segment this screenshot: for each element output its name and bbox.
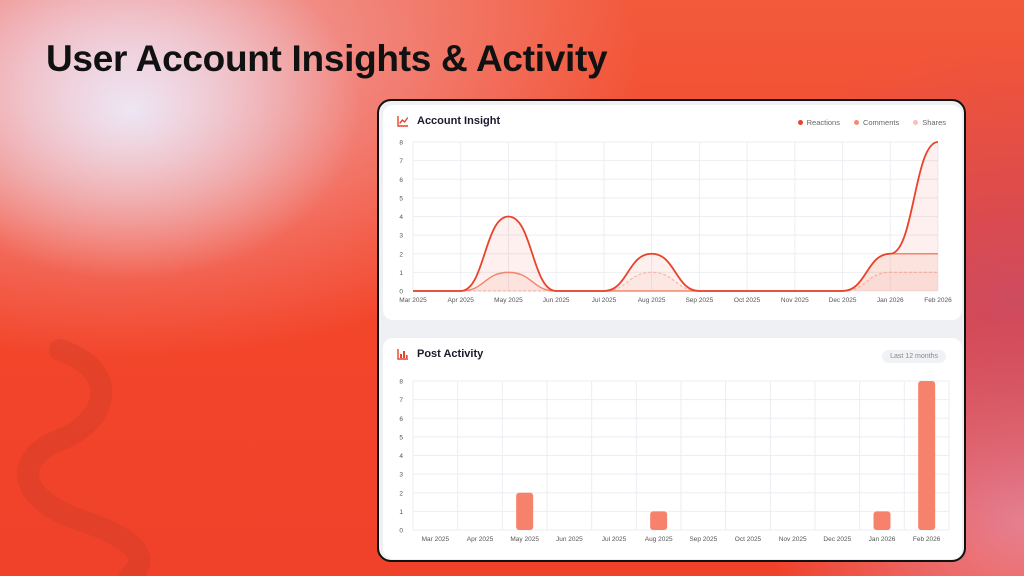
insight-xtick-apr-2025: Apr 2025 bbox=[448, 297, 475, 304]
insight-xtick-dec-2025: Dec 2025 bbox=[829, 297, 857, 304]
dashboard-panel: Account Insight Reactions Comments Share… bbox=[377, 99, 966, 562]
series-line-reactions[interactable] bbox=[413, 141, 939, 292]
insight-xtick-sep-2025: Sep 2025 bbox=[685, 297, 713, 304]
activity-xtick-mar-2025: Mar 2025 bbox=[422, 536, 450, 543]
bar-jan-2026[interactable] bbox=[873, 511, 891, 530]
legend-label-comments: Comments bbox=[862, 118, 900, 127]
activity-xtick-jan-2026: Jan 2026 bbox=[869, 536, 896, 543]
account-insight-card: Account Insight Reactions Comments Share… bbox=[383, 105, 962, 320]
activity-ytick-label: 8 bbox=[399, 379, 403, 386]
series-area-reactions bbox=[413, 142, 938, 291]
insight-xtick-jun-2025: Jun 2025 bbox=[543, 297, 570, 304]
activity-xtick-jun-2025: Jun 2025 bbox=[556, 536, 583, 543]
insight-xtick-jul-2025: Jul 2025 bbox=[592, 297, 617, 304]
activity-ytick-label: 7 bbox=[399, 397, 403, 404]
post-activity-header: Post Activity bbox=[397, 348, 483, 360]
legend-label-reactions: Reactions bbox=[806, 118, 840, 127]
insight-xtick-feb-2026: Feb 2026 bbox=[924, 297, 952, 304]
activity-xtick-jul-2025: Jul 2025 bbox=[602, 536, 627, 543]
insight-xtick-nov-2025: Nov 2025 bbox=[781, 297, 809, 304]
insight-ytick-label: 4 bbox=[399, 214, 403, 221]
activity-xtick-aug-2025: Aug 2025 bbox=[645, 536, 673, 543]
activity-xtick-dec-2025: Dec 2025 bbox=[823, 536, 851, 543]
insight-xtick-mar-2025: Mar 2025 bbox=[399, 297, 427, 304]
account-insight-chart[interactable]: 0 1 2 3 4 5 6 7 8 Mar 2025 Apr 2025 May 2025 Jun 202… bbox=[383, 105, 962, 320]
activity-xtick-apr-2025: Apr 2025 bbox=[467, 536, 494, 543]
period-badge[interactable]: Last 12 months bbox=[882, 350, 946, 363]
legend-item-shares[interactable]: Shares bbox=[913, 118, 946, 127]
activity-ytick-label: 3 bbox=[399, 472, 403, 479]
insight-ytick-label: 6 bbox=[399, 177, 403, 184]
activity-ytick-label: 2 bbox=[399, 490, 403, 497]
series-area-shares bbox=[413, 272, 938, 291]
activity-ytick-label: 1 bbox=[399, 509, 403, 516]
insight-legend: Reactions Comments Shares bbox=[797, 118, 946, 127]
activity-xtick-oct-2025: Oct 2025 bbox=[735, 536, 762, 543]
insight-ytick-label: 1 bbox=[399, 270, 403, 277]
legend-dot-shares bbox=[913, 120, 919, 125]
post-activity-card: Post Activity Last 12 months 0 1 2 3 4 5 6 7 8 Ma… bbox=[383, 338, 962, 559]
insight-ytick-label: 2 bbox=[399, 251, 403, 258]
insight-ytick-label: 5 bbox=[399, 195, 403, 202]
insight-xtick-aug-2025: Aug 2025 bbox=[638, 297, 666, 304]
bar-may-2025[interactable] bbox=[516, 492, 534, 530]
activity-xtick-feb-2026: Feb 2026 bbox=[913, 536, 941, 543]
post-activity-chart[interactable]: 0 1 2 3 4 5 6 7 8 Mar 2025 Apr 2025 May 2025 Jun 202… bbox=[383, 338, 962, 559]
activity-ytick-label: 0 bbox=[399, 528, 403, 535]
activity-ytick-label: 5 bbox=[399, 434, 403, 441]
insight-ytick-label: 8 bbox=[399, 140, 403, 147]
legend-dot-comments bbox=[853, 120, 859, 125]
activity-xtick-nov-2025: Nov 2025 bbox=[779, 536, 807, 543]
bar-feb-2026[interactable] bbox=[918, 381, 936, 530]
legend-dot-reactions bbox=[797, 120, 803, 125]
activity-ytick-label: 4 bbox=[399, 453, 403, 460]
post-activity-title: Post Activity bbox=[417, 348, 484, 360]
insight-xtick-oct-2025: Oct 2025 bbox=[734, 297, 761, 304]
legend-item-reactions[interactable]: Reactions bbox=[797, 118, 840, 127]
page-title: User Account Insights & Activity bbox=[46, 38, 608, 79]
insight-ytick-label: 0 bbox=[399, 289, 403, 296]
line-chart-icon bbox=[397, 116, 409, 127]
bar-aug-2025[interactable] bbox=[650, 511, 668, 530]
series-area-comments bbox=[413, 253, 938, 291]
account-insight-title: Account Insight bbox=[417, 115, 501, 127]
activity-xtick-sep-2025: Sep 2025 bbox=[689, 536, 717, 543]
activity-xtick-may-2025: May 2025 bbox=[510, 536, 539, 543]
activity-grid bbox=[412, 380, 950, 531]
activity-ytick-label: 6 bbox=[399, 416, 403, 423]
decorative-swirl bbox=[17, 339, 151, 576]
legend-label-shares: Shares bbox=[922, 118, 946, 127]
legend-item-comments[interactable]: Comments bbox=[853, 118, 900, 127]
account-insight-header: Account Insight bbox=[397, 115, 500, 127]
insight-xtick-may-2025: May 2025 bbox=[494, 297, 523, 304]
bar-chart-icon bbox=[397, 349, 408, 360]
insight-xtick-jan-2026: Jan 2026 bbox=[877, 297, 904, 304]
insight-ytick-label: 7 bbox=[399, 158, 403, 165]
insight-ytick-label: 3 bbox=[399, 233, 403, 240]
